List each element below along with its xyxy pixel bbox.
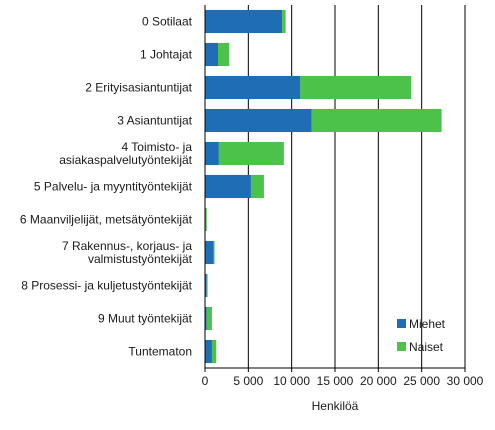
category-label: 7 Rakennus-, korjaus- ja valmistustyöntek… <box>62 239 193 266</box>
bar-miehet-0 <box>205 9 283 34</box>
bar-miehet-9 <box>205 306 207 331</box>
legend-swatch-miehet <box>397 319 406 328</box>
bar-miehet-7 <box>205 240 214 265</box>
x-tick-label: 0 <box>202 374 209 388</box>
bar-miehet-2 <box>205 75 301 100</box>
bar-naiset-0 <box>282 9 286 34</box>
bar-naiset-2 <box>300 75 412 100</box>
x-tick-label: 25 000 <box>403 374 440 388</box>
category-label: Tuntematon <box>128 345 192 359</box>
bar-naiset-4 <box>218 141 284 166</box>
legend: Miehet Naiset <box>397 317 446 354</box>
x-tick-label: 20 000 <box>360 374 397 388</box>
category-label: 6 Maanviljelijät, metsätyöntekijät <box>20 213 193 227</box>
bar-naiset-7 <box>213 240 215 265</box>
category-label: 1 Johtajat <box>140 48 193 62</box>
legend-label-naiset: Naiset <box>409 340 444 354</box>
x-tick-label: 10 000 <box>273 374 310 388</box>
bar-miehet-3 <box>205 108 312 133</box>
bar-naiset-5 <box>250 174 264 199</box>
x-axis-ticks: 0 5 000 10 000 15 000 20 000 25 000 30 000 <box>202 368 484 388</box>
legend-swatch-naiset <box>397 342 406 351</box>
category-label: 9 Muut työntekijät <box>98 312 193 326</box>
grid-lines <box>247 5 466 368</box>
bar-miehet-5 <box>205 174 251 199</box>
bar-naiset-6 <box>205 207 207 232</box>
bar-miehet-1 <box>205 42 218 67</box>
x-tick-label: 5 000 <box>233 374 263 388</box>
bars <box>205 9 442 364</box>
x-tick-label: 15 000 <box>317 374 354 388</box>
bar-naiset-9 <box>206 306 212 331</box>
bar-naiset-8 <box>206 273 208 298</box>
bar-miehet-10 <box>205 339 212 364</box>
bar-naiset-1 <box>218 42 230 67</box>
x-tick-label: 30 000 <box>447 374 484 388</box>
category-label: 5 Palvelu- ja myyntityöntekijät <box>34 180 193 194</box>
x-axis-label: Henkilöä <box>312 399 359 413</box>
bar-naiset-10 <box>211 339 217 364</box>
category-label: 0 Sotilaat <box>142 15 193 29</box>
category-label: 4 Toimisto- ja asiakaspalvelutyöntekijät <box>59 140 192 167</box>
bar-miehet-8 <box>205 273 207 298</box>
bar-miehet-4 <box>205 141 219 166</box>
legend-label-miehet: Miehet <box>409 317 446 331</box>
category-labels: 0 Sotilaat 1 Johtajat 2 Erityisasiantuntij… <box>20 15 193 359</box>
category-label: 2 Erityisasiantuntijat <box>85 81 192 95</box>
category-label: 3 Asiantuntijat <box>117 114 192 128</box>
bar-naiset-3 <box>311 108 442 133</box>
category-label: 8 Prosessi- ja kuljetustyöntekijät <box>21 279 192 293</box>
